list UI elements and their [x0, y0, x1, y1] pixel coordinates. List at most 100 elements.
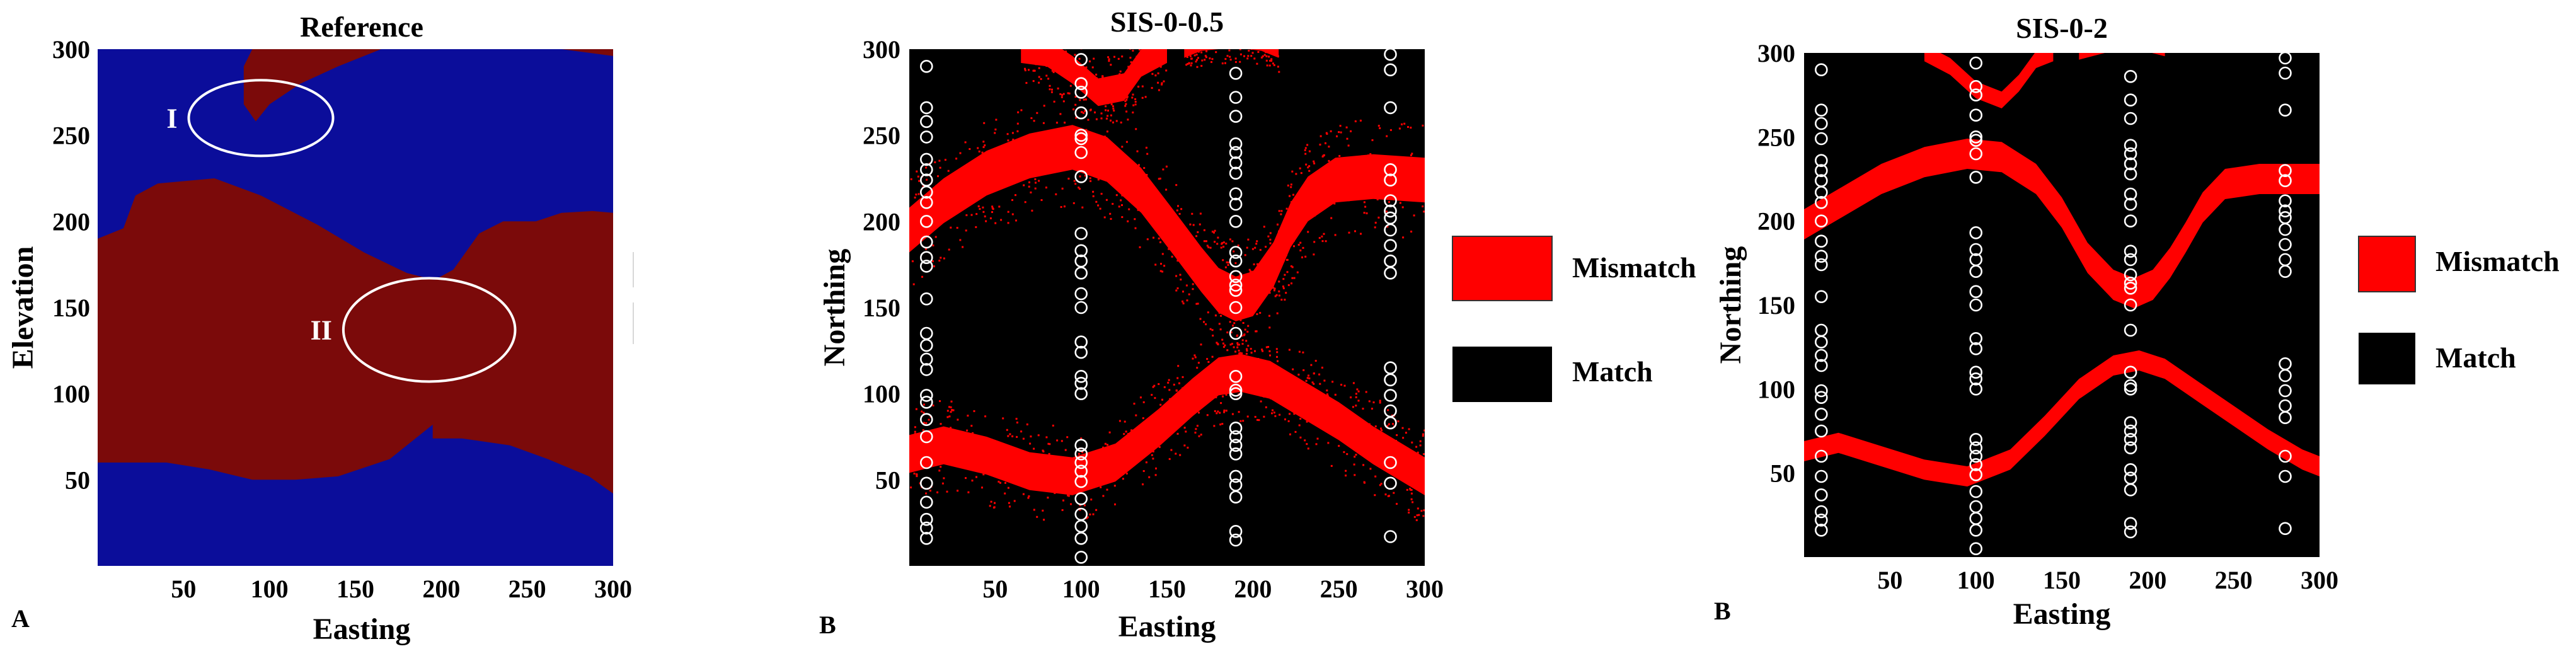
- mismatch-speck: [1276, 312, 1279, 314]
- mismatch-speck: [1052, 71, 1055, 73]
- mismatch-speck: [1121, 204, 1123, 206]
- mismatch-speck: [1353, 463, 1355, 466]
- well-point: [2124, 147, 2137, 161]
- mismatch-speck: [1274, 247, 1277, 250]
- mismatch-speck: [1415, 446, 1418, 448]
- well-point: [2124, 281, 2137, 295]
- well-point: [2124, 112, 2137, 125]
- mismatch-speck: [1267, 39, 1268, 41]
- mismatch-speck: [1388, 423, 1390, 425]
- x-axis-label: Easting: [313, 613, 411, 646]
- mismatch-speck: [1304, 255, 1307, 258]
- mismatch-speck: [1190, 38, 1192, 40]
- x-tick-label: 250: [2215, 566, 2253, 594]
- mismatch-speck: [1278, 71, 1280, 73]
- mismatch-speck: [1097, 88, 1100, 90]
- well-point: [1815, 290, 1828, 304]
- well-point: [2124, 441, 2137, 455]
- legend-label-mismatch: Mismatch: [1572, 251, 1696, 284]
- mismatch-speck: [1263, 415, 1265, 418]
- mismatch-speck: [981, 151, 984, 154]
- y-tick-label: 250: [52, 122, 90, 150]
- mismatch-speck: [1253, 293, 1255, 296]
- mismatch-speck: [1125, 84, 1128, 87]
- mismatch-speck: [1118, 205, 1120, 208]
- well-point: [920, 413, 933, 427]
- mismatch-speck: [1161, 253, 1164, 255]
- mismatch-speck: [1007, 222, 1009, 224]
- mismatch-speck: [1355, 396, 1357, 398]
- mismatch-speck: [1002, 417, 1004, 420]
- well-point: [920, 389, 933, 402]
- mismatch-speck: [1055, 486, 1058, 489]
- mismatch-speck: [1263, 275, 1265, 278]
- mismatch-speck: [1372, 439, 1375, 441]
- mismatch-speck: [1392, 168, 1394, 171]
- mismatch-speck: [1204, 59, 1206, 61]
- mismatch-speck: [1289, 413, 1291, 415]
- mismatch-speck: [1284, 273, 1286, 276]
- well-point: [2124, 517, 2137, 531]
- mismatch-speck: [1270, 397, 1272, 400]
- mismatch-speck: [1325, 142, 1326, 144]
- mismatch-speck: [982, 146, 985, 148]
- mismatch-speck: [1247, 238, 1250, 241]
- mismatch-speck: [1210, 260, 1212, 262]
- mismatch-speck: [1263, 54, 1266, 56]
- mismatch-speck: [1265, 59, 1268, 62]
- well-point: [1384, 404, 1397, 418]
- mismatch-speck: [950, 185, 953, 187]
- mismatch-speck: [916, 475, 918, 478]
- well-point: [1969, 372, 1982, 386]
- mismatch-speck: [1113, 485, 1116, 487]
- mismatch-speck: [1241, 352, 1243, 355]
- well-point: [2124, 276, 2137, 290]
- mismatch-speck: [1062, 468, 1064, 470]
- mismatch-speck: [1205, 280, 1208, 282]
- y-tick-label: 250: [1757, 123, 1795, 151]
- mismatch-speck: [1194, 432, 1197, 434]
- mismatch-speck: [1047, 442, 1050, 445]
- mismatch-speck: [1212, 364, 1214, 367]
- mismatch-speck: [1244, 328, 1246, 331]
- well-point: [2124, 416, 2137, 430]
- mismatch-speck: [1107, 102, 1109, 105]
- mismatch-speck: [1175, 275, 1178, 277]
- mismatch-speck: [1319, 144, 1321, 146]
- mismatch-speck: [1282, 287, 1285, 289]
- mismatch-speck: [1015, 219, 1017, 222]
- mismatch-speck: [1222, 342, 1224, 345]
- mismatch-speck: [1242, 420, 1245, 422]
- y-tick-label: 300: [52, 35, 90, 64]
- mismatch-speck: [1062, 67, 1064, 69]
- mismatch-speck: [1234, 57, 1237, 60]
- mismatch-speck: [1209, 384, 1211, 387]
- mismatch-speck: [1150, 49, 1153, 51]
- mismatch-speck: [1311, 381, 1314, 384]
- legend: Mismatch Match: [2358, 236, 2560, 384]
- mismatch-speck: [1408, 511, 1410, 514]
- well-point: [1969, 285, 1982, 299]
- mismatch-speck: [1333, 202, 1336, 205]
- well-point: [1074, 86, 1088, 99]
- mismatch-speck: [1239, 60, 1241, 63]
- mismatch-speck: [1234, 350, 1237, 353]
- mismatch-speck: [1298, 204, 1301, 207]
- mismatch-speck: [1199, 223, 1201, 226]
- mismatch-speck: [1081, 206, 1084, 209]
- mismatch-speck: [1217, 236, 1219, 239]
- well-point: [1969, 88, 1982, 101]
- mismatch-speck: [1251, 248, 1254, 250]
- mismatch-speck: [982, 210, 985, 213]
- mismatch-speck: [1096, 77, 1098, 79]
- mismatch-speck: [1091, 66, 1094, 69]
- mismatch-speck: [1306, 377, 1309, 379]
- well-point: [1074, 387, 1088, 401]
- mismatch-speck: [1247, 325, 1250, 327]
- mismatch-speck: [1262, 350, 1264, 352]
- mismatch-speck: [1101, 99, 1103, 101]
- mismatch-speck: [987, 470, 990, 472]
- mismatch-speck: [1132, 49, 1134, 52]
- mismatch-speck: [1158, 446, 1161, 448]
- mismatch-speck: [1285, 238, 1288, 241]
